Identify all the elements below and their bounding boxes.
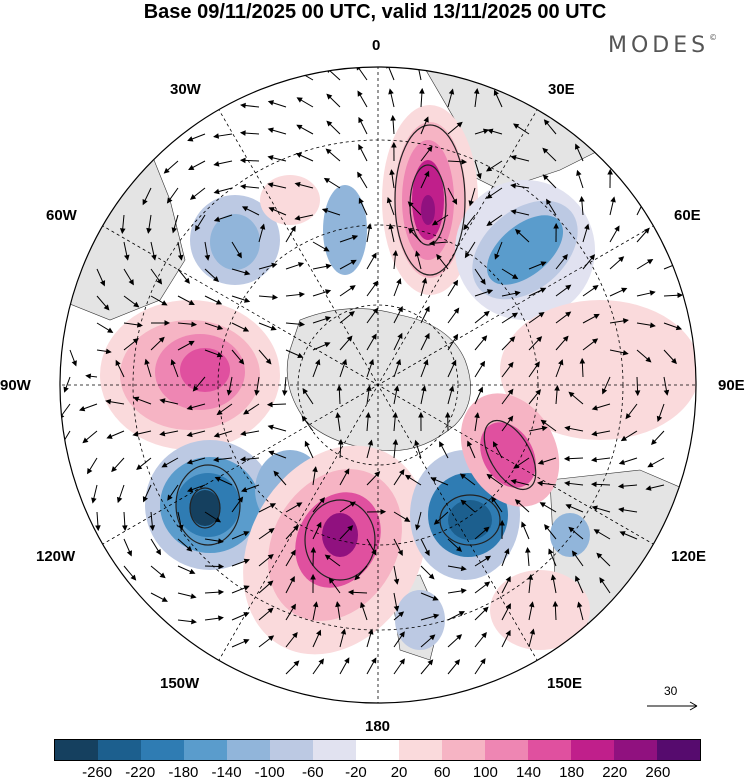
vector-scale-label: 30 [664,684,677,698]
colorbar-tick-label: -60 [302,764,324,781]
lon-label-60e: 60E [674,208,701,224]
anomaly-positive [421,195,435,225]
colorbar-tick-label: 140 [516,764,541,781]
anomaly-negative [550,513,590,557]
colorbar-swatch [614,740,657,760]
colorbar-swatch [485,740,528,760]
vector-scale-arrow [647,702,697,710]
anomaly-positive [260,175,320,225]
lon-label-90w: 90W [0,378,31,394]
wind-arrow-head [641,199,645,203]
colorbar-swatch [657,740,700,760]
colorbar-swatch [141,740,184,760]
wind-arrow-head [416,62,420,66]
colorbar-swatch [184,740,227,760]
colorbar-swatch [528,740,571,760]
lon-label-120w: 120W [36,549,75,565]
colorbar [54,739,701,761]
colorbar-swatch [55,740,98,760]
map-disc [50,60,710,720]
wind-arrow-head [61,442,65,446]
lon-label-90e: 90E [718,378,745,394]
colorbar-swatch [442,740,485,760]
colorbar-tick-label: 220 [602,764,627,781]
anomaly-negative [210,214,260,270]
wind-arrow-head [297,71,301,75]
lon-label-60w: 60W [46,208,77,224]
colorbar-swatch [270,740,313,760]
anomaly-positive [322,513,358,557]
anomaly-positive [180,348,230,392]
colorbar-tick-label: -140 [212,764,242,781]
colorbar-tick-label: 100 [473,764,498,781]
colorbar-swatch [399,740,442,760]
colorbar-swatch [313,740,356,760]
colorbar-swatch [571,740,614,760]
lon-label-150w: 150W [160,676,199,692]
colorbar-tick-label: -220 [125,764,155,781]
colorbar-swatch [98,740,141,760]
lon-label-0: 0 [372,38,380,54]
colorbar-ticks: -260 -220 -180 -140 -100 -60 -20 20 60 100 140 180 2… [0,764,750,784]
lon-label-30e: 30E [548,82,575,98]
colorbar-tick-label: 20 [391,764,408,781]
colorbar-tick-label: -260 [82,764,112,781]
colorbar-tick-label: 180 [559,764,584,781]
lon-label-150e: 150E [547,676,582,692]
colorbar-tick-label: 60 [434,764,451,781]
lon-label-120e: 120E [671,549,706,565]
colorbar-swatch [227,740,270,760]
colorbar-tick-label: 260 [645,764,670,781]
colorbar-swatch [356,740,399,760]
colorbar-tick-label: -100 [255,764,285,781]
lon-label-30w: 30W [170,82,201,98]
anomaly-negative [448,500,492,540]
anomaly-negative [190,490,220,526]
wind-arrow-head [676,262,680,266]
colorbar-tick-label: -20 [345,764,367,781]
lon-label-180: 180 [365,719,390,735]
anomaly-positive [490,570,590,650]
anomaly-negative [323,185,367,275]
colorbar-tick-label: -180 [168,764,198,781]
